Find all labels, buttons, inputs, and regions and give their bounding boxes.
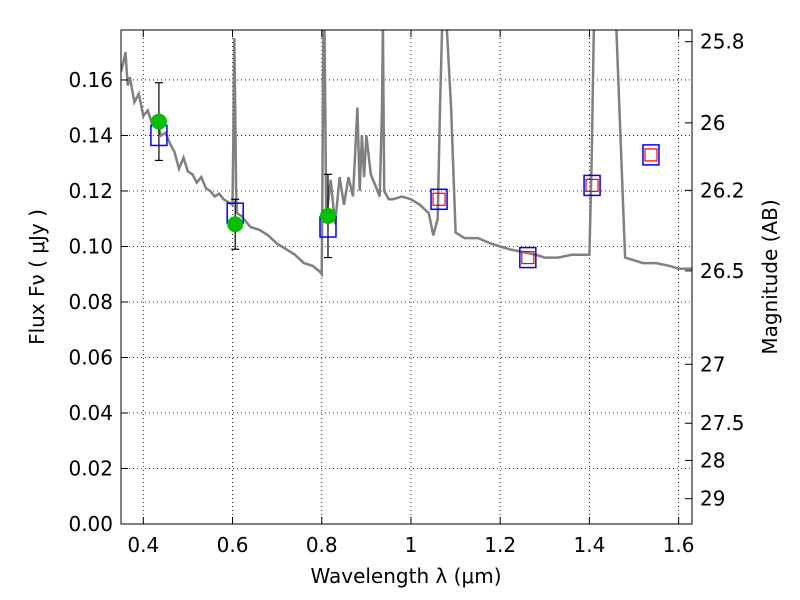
y2-axis-label: Magnitude (AB): [758, 199, 782, 354]
y2-tick-label: 26.2: [700, 178, 745, 202]
plot-area: [121, 30, 692, 278]
model-photometry-inner-box: [432, 192, 446, 206]
model-photometry-inner-box: [644, 148, 658, 162]
model-photometry-box: [583, 174, 601, 197]
x-tick-label: 0.8: [306, 533, 338, 557]
y-tick-label: 0.08: [68, 290, 113, 314]
x-axis-label: Wavelength λ (μm): [310, 564, 501, 588]
model-photometry-box: [642, 144, 660, 166]
x-tick-label: 1.6: [663, 533, 695, 557]
observed-point: [150, 113, 167, 130]
model-photometry-inner-box: [585, 178, 599, 193]
y-tick-label: 0.06: [68, 345, 113, 369]
y2-tick-label: 27.5: [700, 411, 745, 435]
model-spectrum-line: [121, 30, 692, 278]
y2-tick-label: 25.8: [700, 30, 745, 54]
y-tick-label: 0.00: [68, 512, 113, 536]
observed-point: [319, 207, 336, 224]
model-photometry-box: [430, 188, 448, 211]
axes: 0.4 0.6 0.8 1 1.2 1.4 1.6 0.00 0.02 0.04 0.06 0.08 0…: [68, 30, 744, 557]
y2-tick-label: 26: [700, 111, 725, 135]
x-tick-label: 1.4: [573, 533, 605, 557]
y-tick-label: 0.04: [68, 401, 113, 425]
y-tick-label: 0.10: [68, 234, 113, 258]
x-tick-label: 1.2: [484, 533, 516, 557]
y-tick-label: 0.14: [68, 123, 113, 147]
grid: [121, 30, 692, 525]
plot-frame: [120, 29, 693, 525]
y2-tick-label: 28: [700, 448, 725, 472]
y-tick-label: 0.16: [68, 68, 113, 92]
y-tick-label: 0.02: [68, 456, 113, 480]
x-tick-label: 0.4: [127, 533, 159, 557]
model-photometry-inner-box: [521, 250, 535, 265]
observed-point: [227, 216, 244, 233]
model-photometry-box: [519, 246, 537, 269]
y-axis-label: Flux Fν ( μJy ): [25, 209, 49, 345]
x-tick-label: 0.6: [217, 533, 249, 557]
y-tick-label: 0.12: [68, 179, 113, 203]
x-tick-label: 1: [405, 533, 418, 557]
y2-tick-label: 29: [700, 487, 725, 511]
y2-tick-label: 27: [700, 352, 725, 376]
y2-tick-label: 26.5: [700, 259, 745, 283]
